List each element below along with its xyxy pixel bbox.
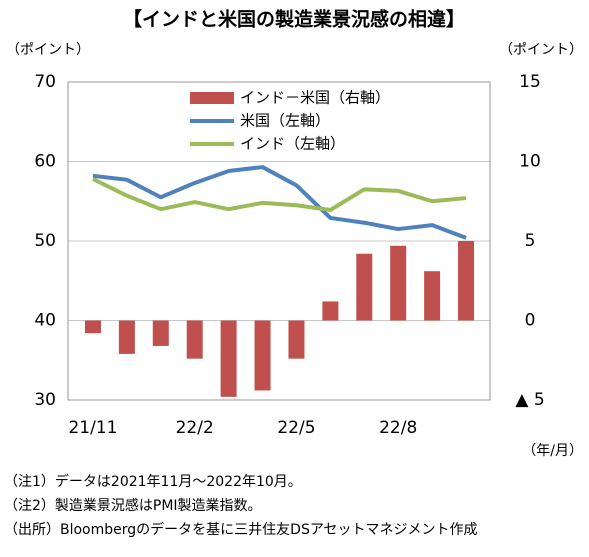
chart-title: 【インドと米国の製造業景況感の相違】 [123, 8, 465, 31]
plot-frame [67, 81, 491, 401]
y-axis-label: （ポイント） [6, 42, 90, 58]
x-tick-label: 21/11 [68, 418, 117, 438]
x-tick-label: 22/2 [176, 418, 214, 438]
y-tick-label: 50 [34, 231, 56, 251]
bar [322, 301, 339, 321]
bar [254, 320, 271, 391]
line [92, 177, 467, 212]
line [92, 165, 467, 240]
bar [84, 320, 101, 334]
note: （注1）データは2021年11月～2022年10月。 [4, 473, 302, 490]
y2-axis-label: （ポイント） [499, 42, 583, 58]
legend-swatch [190, 92, 234, 104]
bar [186, 320, 203, 359]
x-axis-label: （年/月） [522, 443, 583, 459]
y-tick-label: 70 [34, 72, 56, 92]
bar [118, 320, 135, 354]
x-tick-label: 22/5 [277, 418, 315, 438]
legend-label: 米国（左軸） [240, 112, 330, 130]
y2-tick-label: 5 [525, 231, 536, 251]
y-tick-label: 60 [34, 152, 56, 172]
bar [288, 320, 305, 359]
y2-tick-label: 10 [519, 152, 541, 172]
bar [390, 245, 407, 321]
legend-label: インド（左軸） [240, 135, 345, 153]
bar [356, 253, 373, 321]
y2-tick-label: 0 [525, 311, 536, 331]
bar [220, 320, 237, 397]
y2-tick-label: 15 [519, 72, 541, 92]
note: （出所）Bloombergのデータを基に三井住友DSアセットマネジメント作成 [4, 521, 478, 538]
y-tick-label: 40 [34, 311, 56, 331]
bar [458, 241, 475, 321]
y-tick-label: 30 [34, 390, 56, 410]
bar [424, 271, 441, 321]
y2-tick-label: ▲ 5 [515, 390, 544, 410]
bar [152, 320, 169, 346]
note: （注2）製造業景況感はPMI製造業指数。 [4, 497, 262, 514]
legend-label: インド－米国（右軸） [240, 89, 390, 107]
x-tick-label: 22/8 [379, 418, 417, 438]
